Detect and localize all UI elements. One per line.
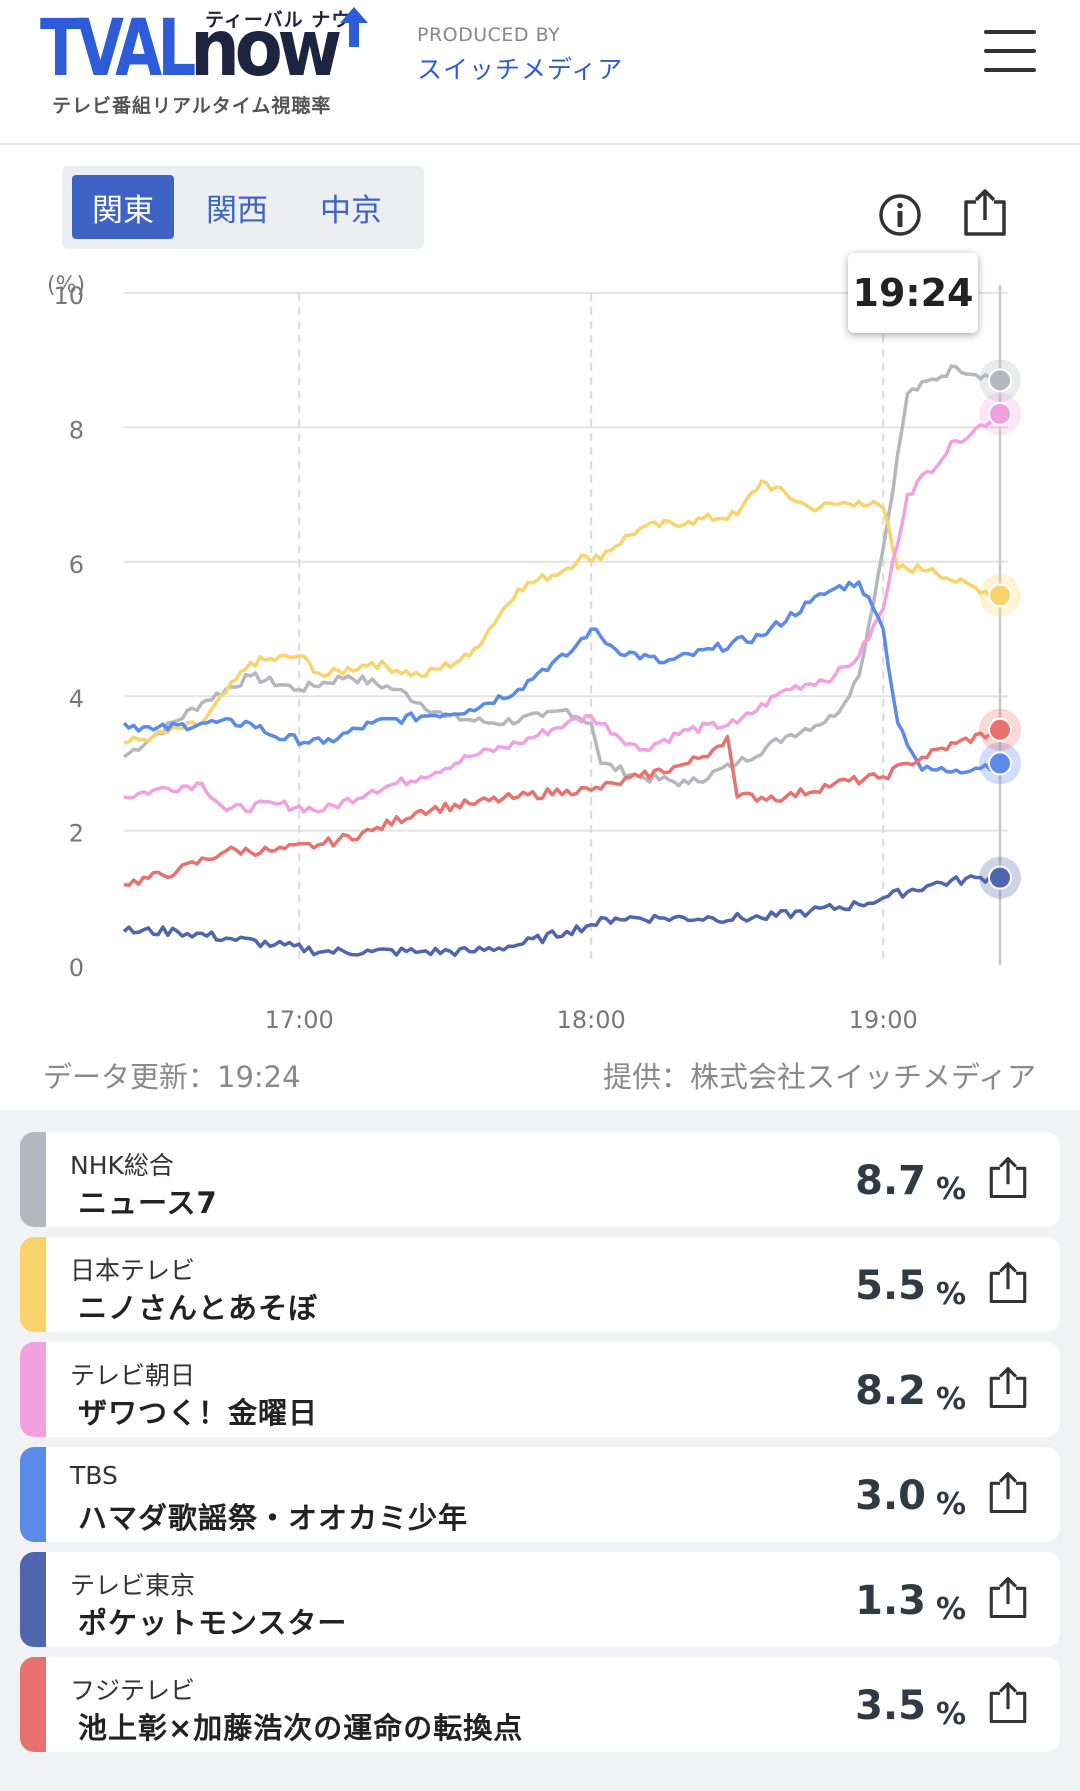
- rating-value: 5.5: [855, 1263, 926, 1309]
- channel-card-nhk[interactable]: NHK総合 ニュース7 8.7 %: [20, 1132, 1060, 1227]
- channel-color-stripe: [20, 1132, 46, 1227]
- y-tick-label: 10: [53, 282, 84, 310]
- channel-color-stripe: [20, 1552, 46, 1647]
- tab-kansai[interactable]: 関西: [206, 192, 268, 229]
- channel-name: TBS: [70, 1461, 118, 1490]
- rating-unit: %: [935, 1487, 966, 1522]
- logo-tval: TVAL: [40, 4, 196, 94]
- program-title: 池上彰×加藤浩次の運命の転換点: [78, 1711, 524, 1745]
- channel-card-ntv[interactable]: 日本テレビ ニノさんとあそぼ 5.5 %: [20, 1237, 1060, 1332]
- channel-list: NHK総合 ニュース7 8.7 % 日本テレビ ニノさんとあそぼ 5.5 % テ…: [0, 1110, 1080, 1791]
- share-icon[interactable]: [986, 1576, 1030, 1620]
- series-line: [122, 580, 1001, 775]
- data-update-time: データ更新：19:24: [43, 1060, 301, 1094]
- logo-wordmark: TVAL now: [40, 4, 342, 94]
- channel-card-tbs[interactable]: TBS ハマダ歌謡祭・オオカミ少年 3.0 %: [20, 1447, 1060, 1542]
- series-end-point: [988, 583, 1012, 608]
- rating-unit: %: [935, 1382, 966, 1417]
- channel-name: 日本テレビ: [70, 1256, 196, 1285]
- share-icon[interactable]: [986, 1471, 1030, 1515]
- x-tick-label: 17:00: [265, 1006, 334, 1034]
- rating-value: 8.2: [855, 1368, 926, 1414]
- series-end-point: [988, 865, 1012, 890]
- share-icon[interactable]: [986, 1156, 1030, 1200]
- series-end-point: [988, 368, 1012, 393]
- channel-color-stripe: [20, 1342, 46, 1437]
- program-title: ザワつく！金曜日: [78, 1396, 319, 1430]
- rating-unit: %: [935, 1277, 966, 1312]
- y-tick-label: 6: [69, 551, 84, 579]
- time-tooltip: 19:24: [848, 253, 978, 333]
- tab-chukyo[interactable]: 中京: [320, 192, 382, 229]
- series-end-point: [988, 717, 1012, 742]
- series-line: [123, 726, 1001, 888]
- rating-chart-svg: 0 2 4 6 8 10(%) 17:00 18:00 19:00: [47, 273, 1021, 1034]
- channel-card-fuji-tv[interactable]: フジテレビ 池上彰×加藤浩次の運命の転換点 3.5 %: [20, 1657, 1060, 1752]
- producer-name[interactable]: スイッチメディア: [417, 55, 624, 84]
- share-icon[interactable]: [986, 1681, 1030, 1725]
- logo-subtitle: テレビ番組リアルタイム視聴率: [52, 95, 332, 117]
- channel-color-stripe: [20, 1657, 46, 1752]
- program-title: ニノさんとあそぼ: [78, 1291, 319, 1325]
- channel-name: フジテレビ: [70, 1676, 196, 1705]
- produced-by: PRODUCED BY スイッチメディア: [417, 24, 623, 86]
- share-icon[interactable]: [986, 1366, 1030, 1410]
- rating-value: 8.7: [855, 1158, 926, 1204]
- chart-footer: データ更新：19:24 提供：株式会社スイッチメディア: [0, 1048, 1080, 1098]
- channel-color-stripe: [20, 1237, 46, 1332]
- y-tick-label: 2: [69, 820, 84, 848]
- rating-unit: %: [935, 1172, 966, 1207]
- app-header: TVAL now ティーバル ナウ テレビ番組リアルタイム視聴率 PRODUCE…: [0, 0, 1080, 145]
- logo-kana: ティーバル ナウ: [205, 9, 352, 31]
- rating-chart: 0 2 4 6 8 10 (%) 17:00 18:00 19:00: [0, 255, 1080, 1035]
- series-line: [123, 412, 1001, 814]
- channel-name: NHK総合: [70, 1151, 174, 1180]
- y-tick-label: 0: [69, 954, 84, 982]
- data-provider: 提供：株式会社スイッチメディア: [603, 1060, 1036, 1094]
- produced-by-label: PRODUCED BY: [417, 24, 561, 46]
- rating-unit: %: [935, 1592, 966, 1627]
- y-tick-label: 8: [69, 416, 84, 444]
- rating-value: 3.0: [855, 1473, 926, 1519]
- logo-now: now: [190, 4, 342, 94]
- program-title: ニュース7: [78, 1186, 218, 1220]
- share-icon[interactable]: [986, 1261, 1030, 1305]
- rating-unit: %: [935, 1697, 966, 1732]
- series-line: [123, 479, 1001, 745]
- series-end-point: [988, 751, 1012, 776]
- logo-arrow-icon: [340, 7, 368, 47]
- share-icon[interactable]: [960, 188, 1010, 238]
- series-line: [122, 874, 1002, 958]
- series-end-point: [988, 401, 1012, 426]
- channel-name: テレビ東京: [70, 1571, 196, 1600]
- tvalnow-logo[interactable]: TVAL now ティーバル ナウ テレビ番組リアルタイム視聴率: [40, 5, 370, 120]
- y-unit-label: (%): [47, 273, 85, 298]
- info-icon[interactable]: [877, 192, 923, 238]
- y-tick-label: 4: [69, 685, 84, 713]
- channel-card-tv-asahi[interactable]: テレビ朝日 ザワつく！金曜日 8.2 %: [20, 1342, 1060, 1437]
- tab-kanto[interactable]: 関東: [72, 175, 174, 239]
- rating-value: 1.3: [855, 1578, 926, 1624]
- x-tick-label: 19:00: [849, 1006, 918, 1034]
- channel-card-tv-tokyo[interactable]: テレビ東京 ポケットモンスター 1.3 %: [20, 1552, 1060, 1647]
- rating-value: 3.5: [855, 1683, 926, 1729]
- hamburger-menu-icon[interactable]: [984, 30, 1040, 78]
- region-tabs: 関東 関西 中京: [62, 166, 424, 249]
- series-line: [123, 364, 1001, 788]
- program-title: ポケットモンスター: [78, 1606, 348, 1640]
- x-tick-label: 18:00: [557, 1006, 626, 1034]
- program-title: ハマダ歌謡祭・オオカミ少年: [78, 1501, 469, 1535]
- channel-name: テレビ朝日: [70, 1361, 196, 1390]
- channel-color-stripe: [20, 1447, 46, 1542]
